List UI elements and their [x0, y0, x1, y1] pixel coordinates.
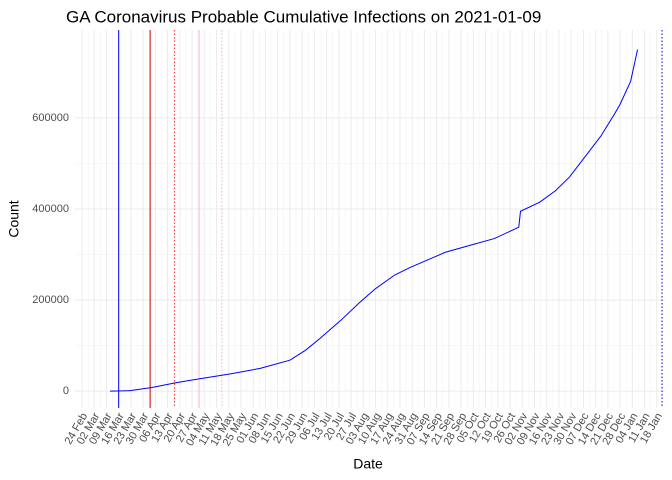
y-tick-label: 600000: [32, 112, 69, 124]
y-tick-label: 400000: [32, 203, 69, 215]
y-tick-label: 0: [63, 385, 69, 397]
data-line: [109, 49, 639, 392]
chart-title: GA Coronavirus Probable Cumulative Infec…: [66, 7, 541, 26]
y-axis-label: Count: [6, 200, 22, 237]
x-axis-label: Date: [353, 456, 383, 472]
y-tick-label: 200000: [32, 294, 69, 306]
